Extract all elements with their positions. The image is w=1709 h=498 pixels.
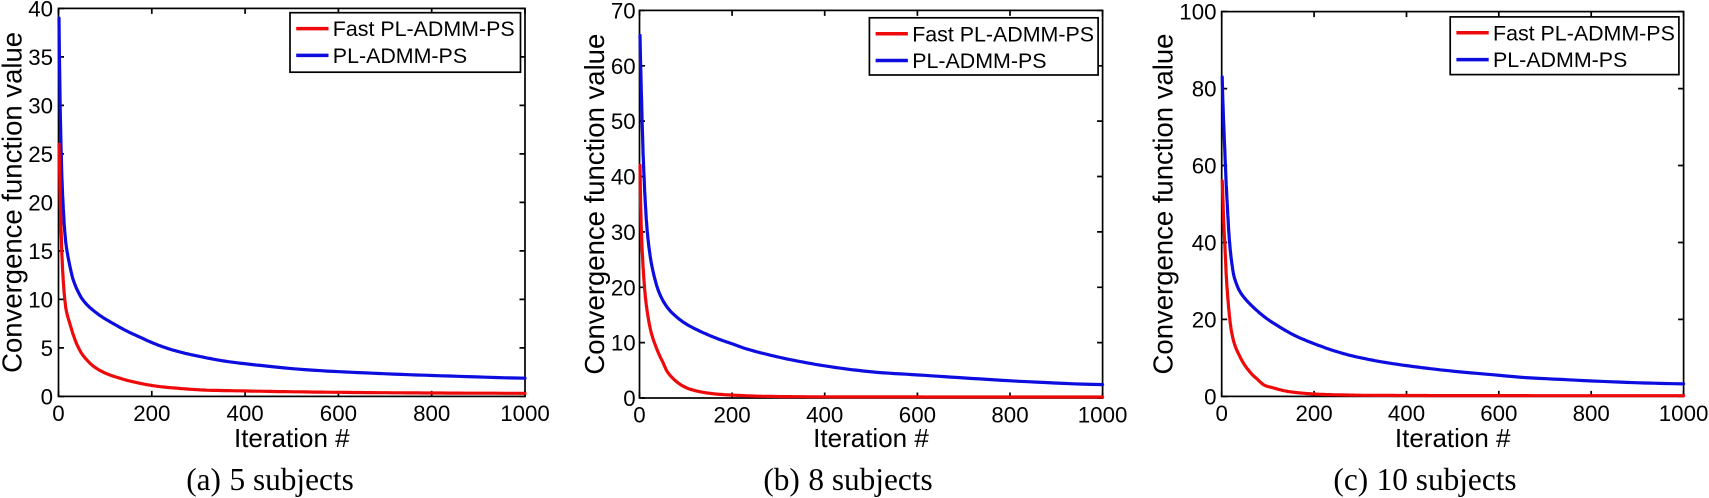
svg-text:PL-ADMM-PS: PL-ADMM-PS — [912, 49, 1046, 73]
svg-text:(c)10 subjects: (c) 10 subjects — [1333, 462, 1516, 497]
svg-text:70: 70 — [611, 0, 636, 23]
svg-text:20: 20 — [1192, 307, 1217, 332]
svg-text:20: 20 — [611, 275, 636, 300]
svg-text:15: 15 — [28, 239, 53, 264]
svg-text:1000: 1000 — [1078, 403, 1128, 428]
svg-text:Fast PL-ADMM-PS: Fast PL-ADMM-PS — [912, 22, 1094, 46]
svg-text:0: 0 — [623, 386, 635, 411]
svg-text:30: 30 — [28, 93, 53, 118]
svg-text:Convergence function value: Convergence function value — [0, 32, 28, 373]
svg-text:200: 200 — [1295, 401, 1332, 426]
svg-text:600: 600 — [899, 403, 936, 428]
svg-text:Convergence function value: Convergence function value — [1148, 34, 1179, 375]
svg-text:25: 25 — [28, 142, 53, 167]
svg-text:0: 0 — [1204, 384, 1216, 409]
svg-text:30: 30 — [611, 220, 636, 245]
svg-text:40: 40 — [28, 0, 53, 21]
svg-text:20: 20 — [28, 190, 53, 215]
svg-text:60: 60 — [1192, 154, 1217, 179]
svg-text:40: 40 — [1192, 231, 1217, 256]
svg-text:600: 600 — [1480, 401, 1517, 426]
svg-text:5: 5 — [41, 336, 53, 361]
svg-text:Iteration #: Iteration # — [813, 423, 929, 453]
svg-text:400: 400 — [806, 403, 843, 428]
svg-text:400: 400 — [1388, 401, 1425, 426]
svg-text:40: 40 — [611, 165, 636, 190]
svg-text:PL-ADMM-PS: PL-ADMM-PS — [333, 44, 467, 68]
svg-text:0: 0 — [1215, 401, 1227, 426]
svg-text:0: 0 — [52, 401, 64, 426]
svg-text:80: 80 — [1192, 77, 1217, 102]
svg-text:Fast PL-ADMM-PS: Fast PL-ADMM-PS — [1493, 21, 1675, 45]
svg-text:60: 60 — [611, 54, 636, 79]
svg-text:1000: 1000 — [500, 401, 550, 426]
svg-text:200: 200 — [713, 403, 750, 428]
svg-text:50: 50 — [611, 109, 636, 134]
svg-text:1000: 1000 — [1659, 401, 1709, 426]
svg-text:PL-ADMM-PS: PL-ADMM-PS — [1493, 48, 1627, 72]
svg-text:400: 400 — [226, 401, 263, 426]
svg-text:600: 600 — [320, 401, 357, 426]
svg-text:200: 200 — [133, 401, 170, 426]
svg-text:100: 100 — [1179, 0, 1216, 25]
svg-text:(b)8 subjects: (b) 8 subjects — [763, 462, 932, 497]
svg-text:10: 10 — [611, 331, 636, 356]
svg-text:800: 800 — [991, 403, 1028, 428]
svg-text:800: 800 — [413, 401, 450, 426]
svg-text:Fast PL-ADMM-PS: Fast PL-ADMM-PS — [333, 17, 515, 41]
svg-text:(a)5 subjects: (a) 5 subjects — [186, 462, 354, 497]
svg-text:Convergence function value: Convergence function value — [579, 34, 610, 375]
svg-text:Iteration #: Iteration # — [234, 423, 350, 453]
svg-text:0: 0 — [633, 403, 645, 428]
svg-text:800: 800 — [1573, 401, 1610, 426]
svg-text:Iteration #: Iteration # — [1395, 423, 1511, 453]
svg-text:35: 35 — [28, 45, 53, 70]
svg-text:10: 10 — [28, 287, 53, 312]
svg-text:0: 0 — [41, 384, 53, 409]
